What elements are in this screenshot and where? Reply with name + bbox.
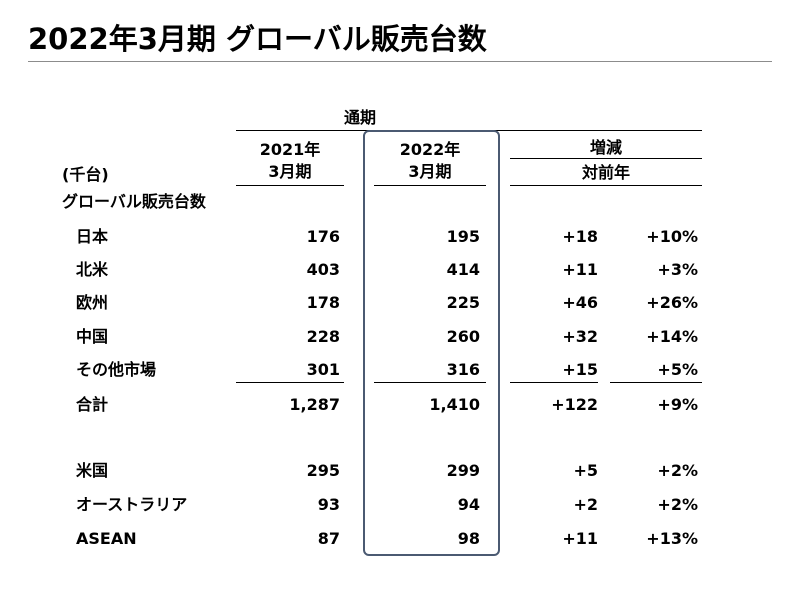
value-2022: 299 [446,461,480,480]
value-2021: 301 [306,360,340,379]
value-pct: +14% [646,327,698,346]
value-2021: 295 [306,461,340,480]
yoy-header: 対前年 [581,163,630,182]
col-2021-header-year: 2021年 [259,140,321,159]
value-2022: 260 [446,327,480,346]
section-label: グローバル販売台数 [62,192,206,211]
period-header: 通期 [343,108,376,127]
value-diff: +5 [573,461,598,480]
row-label: その他市場 [76,360,157,379]
value-diff: +46 [562,293,598,312]
value-2022: 98 [457,529,480,548]
value-2022: 316 [446,360,480,379]
value-pct: +2% [657,495,698,514]
value-pct: +10% [646,227,698,246]
total-pct: +9% [657,395,698,414]
value-2022: 195 [446,227,480,246]
value-2021: 93 [317,495,340,514]
row-label: 日本 [76,227,109,246]
col-2022-header-underline [374,185,486,186]
subtotal-rule-2022 [374,382,486,383]
change-header: 増減 [589,138,622,157]
value-diff: +2 [573,495,598,514]
value-diff: +11 [562,529,598,548]
value-2022: 94 [457,495,480,514]
col-2021-header-period: 3月期 [268,162,312,181]
value-pct: +5% [657,360,698,379]
col-2022-header-year: 2022年 [399,140,461,159]
fy2022-highlight-box [363,130,500,556]
col-2021-header-underline [236,185,344,186]
change-header-underline [510,158,702,159]
value-2022: 225 [446,293,480,312]
value-pct: +3% [657,260,698,279]
title-divider [28,61,772,62]
total-diff: +122 [551,395,598,414]
unit-label: (千台) [62,165,109,184]
subtotal-rule-pct [610,382,702,383]
row-label: ASEAN [76,529,137,548]
value-2021: 228 [306,327,340,346]
row-label: 米国 [76,461,109,480]
value-2021: 87 [317,529,340,548]
row-label: 欧州 [76,293,109,312]
value-pct: +2% [657,461,698,480]
value-diff: +11 [562,260,598,279]
total-label: 合計 [76,395,109,414]
total-2022: 1,410 [429,395,480,414]
col-2022-header-period: 3月期 [408,162,452,181]
subtotal-rule-diff [510,382,598,383]
value-pct: +13% [646,529,698,548]
value-diff: +15 [562,360,598,379]
subtotal-rule-2021 [236,382,344,383]
value-diff: +18 [562,227,598,246]
row-label: 中国 [76,327,109,346]
row-label: 北米 [76,260,109,279]
page-title: 2022年3月期 グローバル販売台数 [28,22,487,56]
value-2021: 176 [306,227,340,246]
value-2021: 403 [306,260,340,279]
value-diff: +32 [562,327,598,346]
total-2021: 1,287 [289,395,340,414]
value-pct: +26% [646,293,698,312]
value-2021: 178 [306,293,340,312]
yoy-header-underline [510,185,702,186]
row-label: オーストラリア [76,495,188,514]
value-2022: 414 [446,260,480,279]
